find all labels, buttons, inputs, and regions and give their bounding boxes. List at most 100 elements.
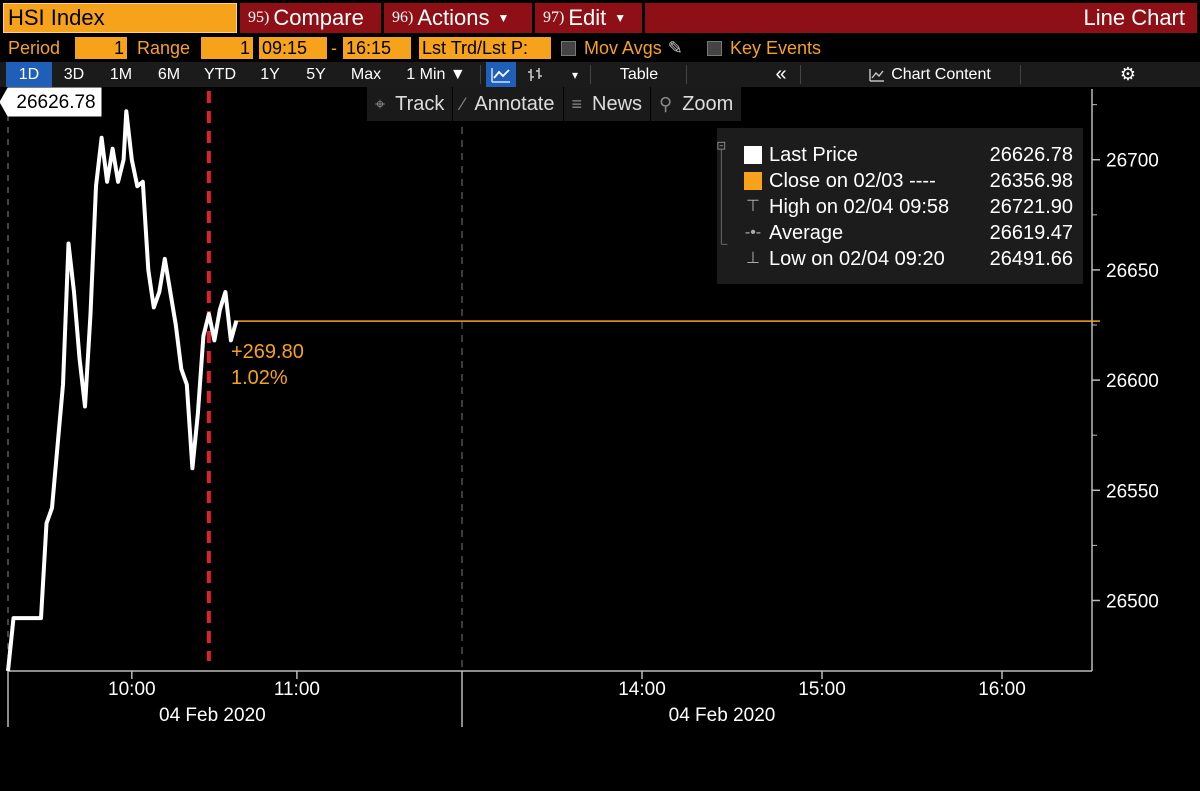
interval-dropdown[interactable]: 1 Min ▼ xyxy=(396,62,476,87)
period-label: Period xyxy=(8,37,61,58)
legend-value: 26491.66 xyxy=(989,248,1073,270)
range-max-button[interactable]: Max xyxy=(342,62,390,87)
price-type-field[interactable]: Lst Trd/Lst P: xyxy=(419,37,551,59)
time-separator: - xyxy=(331,37,337,58)
gear-icon: ⚙ xyxy=(1119,64,1137,84)
title-bar: HSI Index 95) Compare 96) Actions ▼ 97) … xyxy=(0,0,1200,34)
x-tick-label: 16:00 xyxy=(978,679,1026,700)
toolbar-divider xyxy=(590,65,591,84)
change-points: +269.80 xyxy=(231,341,304,363)
orange-swatch-icon xyxy=(744,172,762,190)
line-chart-icon xyxy=(491,67,510,83)
chart-content-icon xyxy=(869,68,885,82)
crosshair-icon: ⌖ xyxy=(375,93,386,114)
pencil-icon[interactable]: ✎ xyxy=(667,37,683,58)
actions-label: Actions xyxy=(417,5,490,30)
x-tick-label: 15:00 xyxy=(798,679,846,700)
line-chart-mode-button[interactable] xyxy=(486,62,516,87)
range-3d-label: 3D xyxy=(63,65,85,83)
x-tick-label: 10:00 xyxy=(108,679,156,700)
range-ytd-label: YTD xyxy=(204,65,236,83)
legend-value: 26356.98 xyxy=(989,170,1073,192)
settings-button[interactable]: ⚙ xyxy=(1114,62,1142,87)
dropdown-caret-icon: ▼ xyxy=(614,11,627,25)
legend-label: High on 02/04 09:58 xyxy=(769,196,950,218)
legend-label: Close on 02/03 ---- xyxy=(769,170,936,192)
range-6m-button[interactable]: 6M xyxy=(148,62,190,87)
mov-avgs-checkbox[interactable] xyxy=(561,40,576,56)
range-3d-button[interactable]: 3D xyxy=(54,62,94,87)
legend-value: 26619.47 xyxy=(989,222,1073,244)
last-price-tag: 26626.78 xyxy=(0,87,102,117)
legend-row-average[interactable]: -•- Average 26619.47 xyxy=(717,220,1083,246)
last-price-series-line xyxy=(6,109,239,672)
y-tick-label: 26700 xyxy=(1106,151,1159,172)
period-field[interactable]: 1 xyxy=(75,37,127,59)
range-1d-label: 1D xyxy=(18,65,40,83)
high-marker-icon: ⊤ xyxy=(746,198,760,215)
range-field[interactable]: 1 xyxy=(201,37,253,59)
actions-menu-button[interactable]: 96) Actions ▼ xyxy=(384,3,532,33)
track-button[interactable]: ⌖ Track xyxy=(367,87,454,121)
legend-row-low[interactable]: ⊥ Low on 02/04 09:20 26491.66 xyxy=(717,246,1083,272)
track-label: Track xyxy=(395,92,445,115)
table-button[interactable]: Table xyxy=(596,62,682,87)
ticker-input[interactable]: HSI Index xyxy=(3,3,237,33)
legend-row-high[interactable]: ⊤ High on 02/04 09:58 26721.90 xyxy=(717,194,1083,220)
x-tick-label: 14:00 xyxy=(618,679,666,700)
range-1m-button[interactable]: 1M xyxy=(100,62,142,87)
y-tick-label: 26600 xyxy=(1106,371,1159,392)
chart-area[interactable]: 26500 26550 26600 26650 26700 10:00 11:00 14:00… xyxy=(0,87,1200,791)
key-events-checkbox[interactable] xyxy=(707,40,722,56)
compare-label: Compare xyxy=(273,5,364,30)
pencil-icon: ∕ xyxy=(461,93,465,114)
end-time-field[interactable]: 16:15 xyxy=(343,37,411,59)
edit-menu-button[interactable]: 97) Edit ▼ xyxy=(535,3,642,33)
range-5y-label: 5Y xyxy=(306,65,326,83)
range-label: Range xyxy=(137,37,191,58)
news-label: News xyxy=(592,92,643,115)
chart-content-button[interactable]: Chart Content xyxy=(850,62,1010,87)
collapse-panel-button[interactable]: « xyxy=(766,62,796,87)
news-button[interactable]: ≡ News xyxy=(564,87,652,121)
range-toolbar: 1D 3D 1M 6M YTD 1Y 5Y Max 1 Min ▼ ▾ Tabl… xyxy=(0,62,1200,87)
interval-label: 1 Min ▼ xyxy=(406,65,466,83)
legend-label: Last Price xyxy=(769,144,858,166)
x-tick-label: 11:00 xyxy=(274,679,320,700)
double-chevron-left-icon: « xyxy=(775,63,787,85)
x-date-label: 04 Feb 2020 xyxy=(159,705,266,726)
legend-label: Low on 02/04 09:20 xyxy=(769,248,945,270)
range-1d-button[interactable]: 1D xyxy=(6,62,52,87)
change-annotation: +269.80 1.02% xyxy=(231,339,304,391)
ohlc-bars-icon xyxy=(528,67,542,81)
chart-type-label: Line Chart xyxy=(1083,5,1185,30)
range-max-label: Max xyxy=(350,65,382,83)
legend-row-prev-close[interactable]: Close on 02/03 ---- 26356.98 xyxy=(717,168,1083,194)
edit-number: 97) xyxy=(543,9,565,26)
chart-content-label: Chart Content xyxy=(891,65,991,83)
mov-avgs-toggle[interactable]: Mov Avgs ✎ xyxy=(561,37,683,59)
y-tick-label: 26500 xyxy=(1106,591,1159,612)
last-price-tag-text: 26626.78 xyxy=(16,92,95,113)
actions-number: 96) xyxy=(392,9,414,26)
white-swatch-icon xyxy=(744,146,762,164)
start-time-field[interactable]: 09:15 xyxy=(259,37,327,59)
bar-chart-mode-button[interactable] xyxy=(520,62,550,87)
legend-row-last-price[interactable]: Last Price 26626.78 xyxy=(717,142,1083,168)
range-ytd-button[interactable]: YTD xyxy=(196,62,244,87)
range-1m-label: 1M xyxy=(109,65,133,83)
chart-axes: 26500 26550 26600 26650 26700 10:00 11:00 14:00… xyxy=(7,89,1159,727)
legend-value: 26721.90 xyxy=(989,196,1073,218)
compare-button[interactable]: 95) Compare xyxy=(240,3,381,33)
annotate-label: Annotate xyxy=(474,92,555,115)
annotate-button[interactable]: ∕ Annotate xyxy=(453,87,564,121)
mov-avgs-label: Mov Avgs xyxy=(584,37,662,58)
price-chart[interactable]: 26500 26550 26600 26650 26700 10:00 11:00 14:00… xyxy=(0,87,1200,791)
y-tick-label: 26550 xyxy=(1106,481,1159,502)
range-1y-button[interactable]: 1Y xyxy=(250,62,290,87)
range-5y-button[interactable]: 5Y xyxy=(296,62,336,87)
chart-marks xyxy=(6,91,1100,672)
key-events-toggle[interactable]: Key Events xyxy=(707,37,821,59)
zoom-button[interactable]: ⚲ Zoom xyxy=(651,87,743,121)
chart-mode-dropdown[interactable]: ▾ xyxy=(562,62,588,87)
